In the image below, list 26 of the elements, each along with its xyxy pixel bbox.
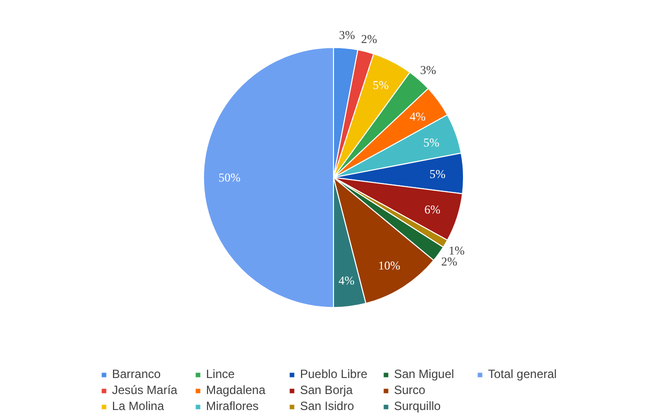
legend-label: Barranco [112, 367, 162, 381]
data-label: 6% [424, 202, 440, 217]
data-label: 2% [361, 32, 378, 46]
legend-label: Miraflores [206, 399, 260, 413]
legend-label: Pueblo Libre [300, 367, 368, 381]
data-label: 5% [429, 167, 446, 182]
data-label: 4% [338, 274, 355, 288]
legend-label: Surco [394, 383, 426, 397]
data-label: 5% [423, 135, 440, 150]
data-label: 4% [410, 109, 426, 124]
legend-label: Magdalena [206, 383, 266, 397]
legend-label: San Borja [300, 383, 354, 397]
data-label: 3% [338, 28, 355, 42]
legend-label: Surquillo [394, 399, 442, 413]
legend-label: Lince [206, 367, 236, 381]
legend-label: San Miguel [394, 367, 456, 381]
legend-label: La Molina [112, 399, 166, 413]
data-label: 50% [218, 170, 240, 184]
data-label: 10% [378, 258, 400, 272]
legend-label: Jesús María [112, 383, 178, 397]
legend-label: Total general [488, 367, 558, 381]
data-label: 1% [448, 243, 465, 258]
data-label: 5% [372, 78, 389, 92]
data-label: 2% [441, 254, 458, 269]
data-label: 3% [420, 63, 436, 78]
legend-label: San Isidro [300, 399, 356, 413]
